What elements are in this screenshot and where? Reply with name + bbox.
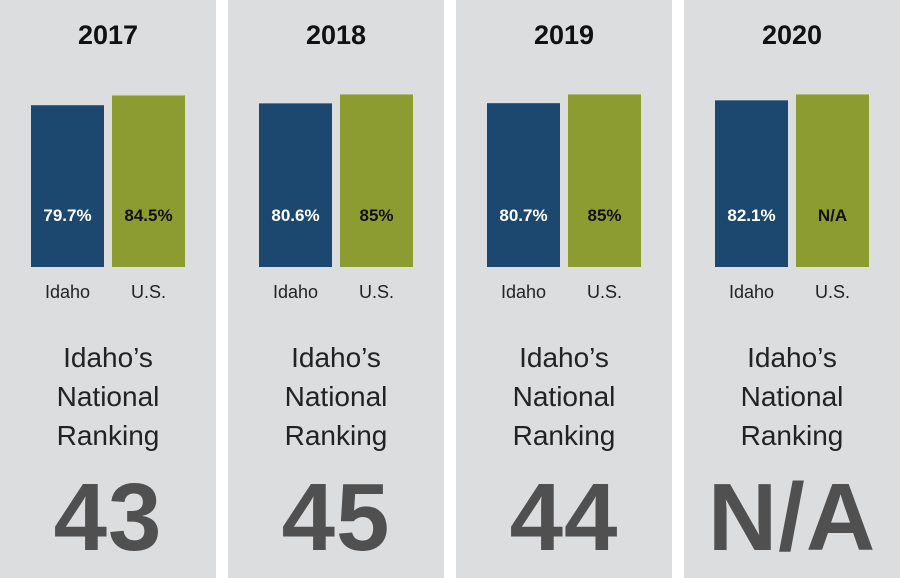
ranking-title-line: Ranking	[284, 420, 388, 451]
idaho-category-label: Idaho	[729, 282, 774, 302]
idaho-bar	[259, 103, 332, 267]
us-bar	[796, 94, 869, 267]
ranking-title-line: Idaho’s	[291, 342, 381, 373]
us-category-label: U.S.	[131, 282, 166, 302]
us-bar	[568, 94, 641, 267]
bar-chart: 79.7% Idaho 84.5% U.S.	[31, 95, 185, 302]
year-panel-2019: 2019 80.7% Idaho 85% U.S. Idaho’s National Rank…	[456, 0, 672, 578]
year-title: 2020	[761, 20, 823, 50]
idaho-bar	[487, 103, 560, 267]
ranking-title-line: National	[284, 381, 388, 412]
idaho-category-label: Idaho	[501, 282, 546, 302]
idaho-category-label: Idaho	[273, 282, 318, 302]
ranking-title-line: Idaho’s	[519, 342, 609, 373]
idaho-bar	[715, 100, 788, 267]
ranking-title: Idaho’s National Ranking	[456, 338, 672, 455]
idaho-data-label: 82.1%	[727, 206, 775, 225]
us-category-label: U.S.	[359, 282, 394, 302]
bar-chart: 80.7% Idaho 85% U.S.	[487, 94, 641, 302]
bar-chart: 82.1% Idaho N/A U.S.	[715, 94, 869, 302]
us-category-label: U.S.	[587, 282, 622, 302]
ranking-value: 43	[53, 464, 163, 571]
us-bar	[112, 95, 185, 267]
ranking-title-line: Idaho’s	[747, 342, 837, 373]
idaho-data-label: 80.7%	[499, 206, 547, 225]
us-data-label: 85%	[587, 206, 621, 225]
ranking-title: Idaho’s National Ranking	[684, 338, 900, 455]
year-title: 2019	[533, 20, 595, 50]
us-bar	[340, 94, 413, 267]
us-data-label: 85%	[359, 206, 393, 225]
us-data-label: N/A	[818, 206, 847, 225]
ranking-title-line: National	[740, 381, 844, 412]
us-category-label: U.S.	[815, 282, 850, 302]
bar-chart: 80.6% Idaho 85% U.S.	[259, 94, 413, 302]
ranking-value: 45	[281, 464, 391, 571]
us-data-label: 84.5%	[124, 206, 172, 225]
year-panel-2017: 2017 79.7% Idaho 84.5% U.S. Idaho’s National Ra…	[0, 0, 216, 578]
year-panel-2020: 2020 82.1% Idaho N/A U.S. Idaho’s National Rank…	[684, 0, 900, 578]
ranking-value: N/A	[707, 464, 877, 571]
idaho-bar	[31, 105, 104, 267]
year-title: 2018	[305, 20, 367, 50]
ranking-title-line: Ranking	[56, 420, 160, 451]
ranking-value: 44	[509, 464, 619, 571]
year-title: 2017	[77, 20, 139, 50]
year-panel-2018: 2018 80.6% Idaho 85% U.S. Idaho’s National Rank…	[228, 0, 444, 578]
idaho-data-label: 80.6%	[271, 206, 319, 225]
ranking-title-line: Ranking	[512, 420, 616, 451]
ranking-title-line: National	[512, 381, 616, 412]
ranking-title: Idaho’s National Ranking	[228, 338, 444, 455]
ranking-title-line: Ranking	[740, 420, 844, 451]
ranking-title-line: National	[56, 381, 160, 412]
ranking-title-line: Idaho’s	[63, 342, 153, 373]
ranking-title: Idaho’s National Ranking	[0, 338, 216, 455]
idaho-category-label: Idaho	[45, 282, 90, 302]
idaho-data-label: 79.7%	[43, 206, 91, 225]
